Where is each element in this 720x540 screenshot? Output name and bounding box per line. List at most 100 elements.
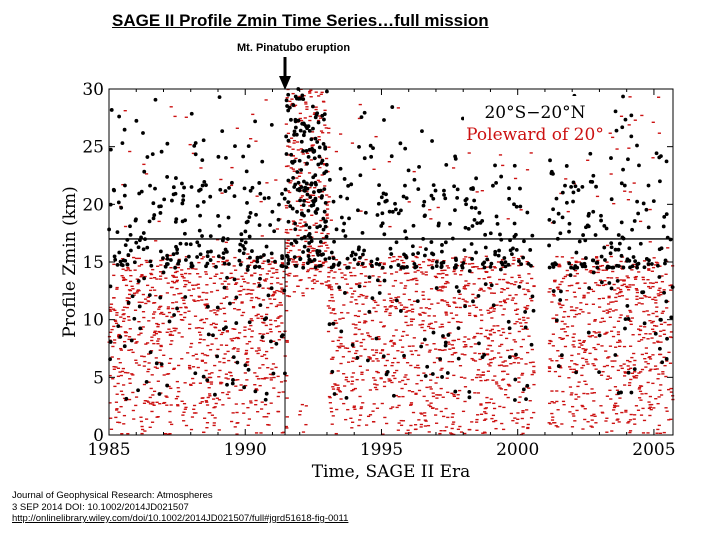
data-point-tropical [330,369,335,374]
data-point-tropical [221,256,226,260]
data-point-tropical [257,265,262,269]
data-point-tropical [349,182,354,187]
data-point-tropical [494,214,499,219]
x-tick-label: 2005 [632,440,675,460]
data-point-tropical [144,379,149,384]
data-point-tropical [430,265,435,270]
data-point-tropical [269,251,274,256]
data-point-tropical [443,343,448,348]
citation-doi: 3 SEP 2014 DOI: 10.1002/2014JD021507 [12,501,189,513]
data-point-tropical [594,184,598,189]
data-point-tropical [498,267,503,272]
data-point-tropical [201,374,206,379]
data-point-tropical [371,146,375,151]
data-point-tropical [590,258,595,263]
data-point-tropical [551,207,555,212]
data-point-tropical [517,284,522,289]
data-point-tropical [313,265,318,270]
data-point-tropical [305,161,309,166]
data-point-tropical [148,350,153,355]
data-point-tropical [182,231,187,236]
data-point-tropical [208,194,213,199]
data-point-tropical [147,293,152,297]
data-point-tropical [115,262,120,267]
data-point-tropical [238,262,243,267]
data-point-tropical [234,295,239,300]
data-point-tropical [629,134,634,139]
data-point-tropical [246,264,250,269]
data-point-tropical [617,241,622,246]
data-point-tropical [290,160,295,165]
data-point-tropical [255,255,260,260]
data-point-tropical [266,293,271,298]
data-point-tropical [218,187,223,192]
data-point-tropical [588,151,593,156]
data-point-tropical [304,181,309,186]
data-point-tropical [145,245,150,250]
data-point-tropical [148,183,152,188]
data-point-tropical [292,255,297,260]
data-point-tropical [257,223,262,228]
data-point-tropical [125,262,130,267]
data-point-tropical [298,256,303,261]
data-point-tropical [269,339,273,344]
data-point-tropical [321,142,326,146]
data-point-tropical [488,231,493,236]
data-point-tropical [296,180,301,185]
data-point-tropical [560,215,565,220]
data-point-tropical [406,168,411,173]
data-point-tropical [174,217,179,222]
data-point-tropical [304,223,309,227]
data-point-tropical [215,354,220,359]
data-point-tropical [282,288,287,293]
data-point-tropical [205,250,210,254]
data-point-tropical [295,170,300,174]
data-point-tropical [286,200,291,205]
data-point-tropical [220,129,225,134]
x-tick-label: 2000 [496,440,539,460]
data-point-tropical [456,356,461,361]
data-point-tropical [291,103,296,107]
data-point-tropical [311,203,316,207]
data-point-tropical [571,190,576,195]
data-point-tropical [292,132,296,137]
data-point-tropical [306,248,311,253]
data-point-tropical [356,262,360,267]
data-point-tropical [286,138,291,143]
data-point-tropical [305,192,310,197]
data-point-tropical [635,262,640,267]
citation-link[interactable]: http://onlinelibrary.wiley.com/doi/10.10… [12,513,349,524]
data-point-tropical [306,208,311,213]
data-point-tropical [116,324,121,329]
data-point-tropical [586,330,591,335]
data-point-tropical [337,261,342,265]
data-point-tropical [313,115,318,120]
data-point-tropical [436,221,441,226]
data-point-tropical [174,244,178,249]
data-point-tropical [286,261,291,266]
data-point-tropical [483,232,488,237]
data-point-tropical [579,262,584,267]
data-point-tropical [288,204,293,208]
data-point-tropical [623,117,628,122]
data-point-tropical [430,139,434,143]
data-point-tropical [393,201,397,206]
data-point-tropical [167,319,172,324]
data-point-tropical [315,207,320,211]
data-point-tropical [554,196,559,201]
data-point-tropical [398,141,403,146]
data-point-tropical [331,321,336,326]
data-point-tropical [507,186,511,191]
data-point-tropical [609,156,613,160]
data-point-tropical [613,109,618,114]
data-point-tropical [242,247,247,251]
data-point-tropical [430,372,435,376]
data-point-tropical [274,341,279,346]
data-point-tropical [518,186,522,191]
data-point-tropical [339,329,344,334]
data-point-tropical [250,185,255,190]
data-point-tropical [422,199,427,204]
data-point-tropical [280,192,284,196]
